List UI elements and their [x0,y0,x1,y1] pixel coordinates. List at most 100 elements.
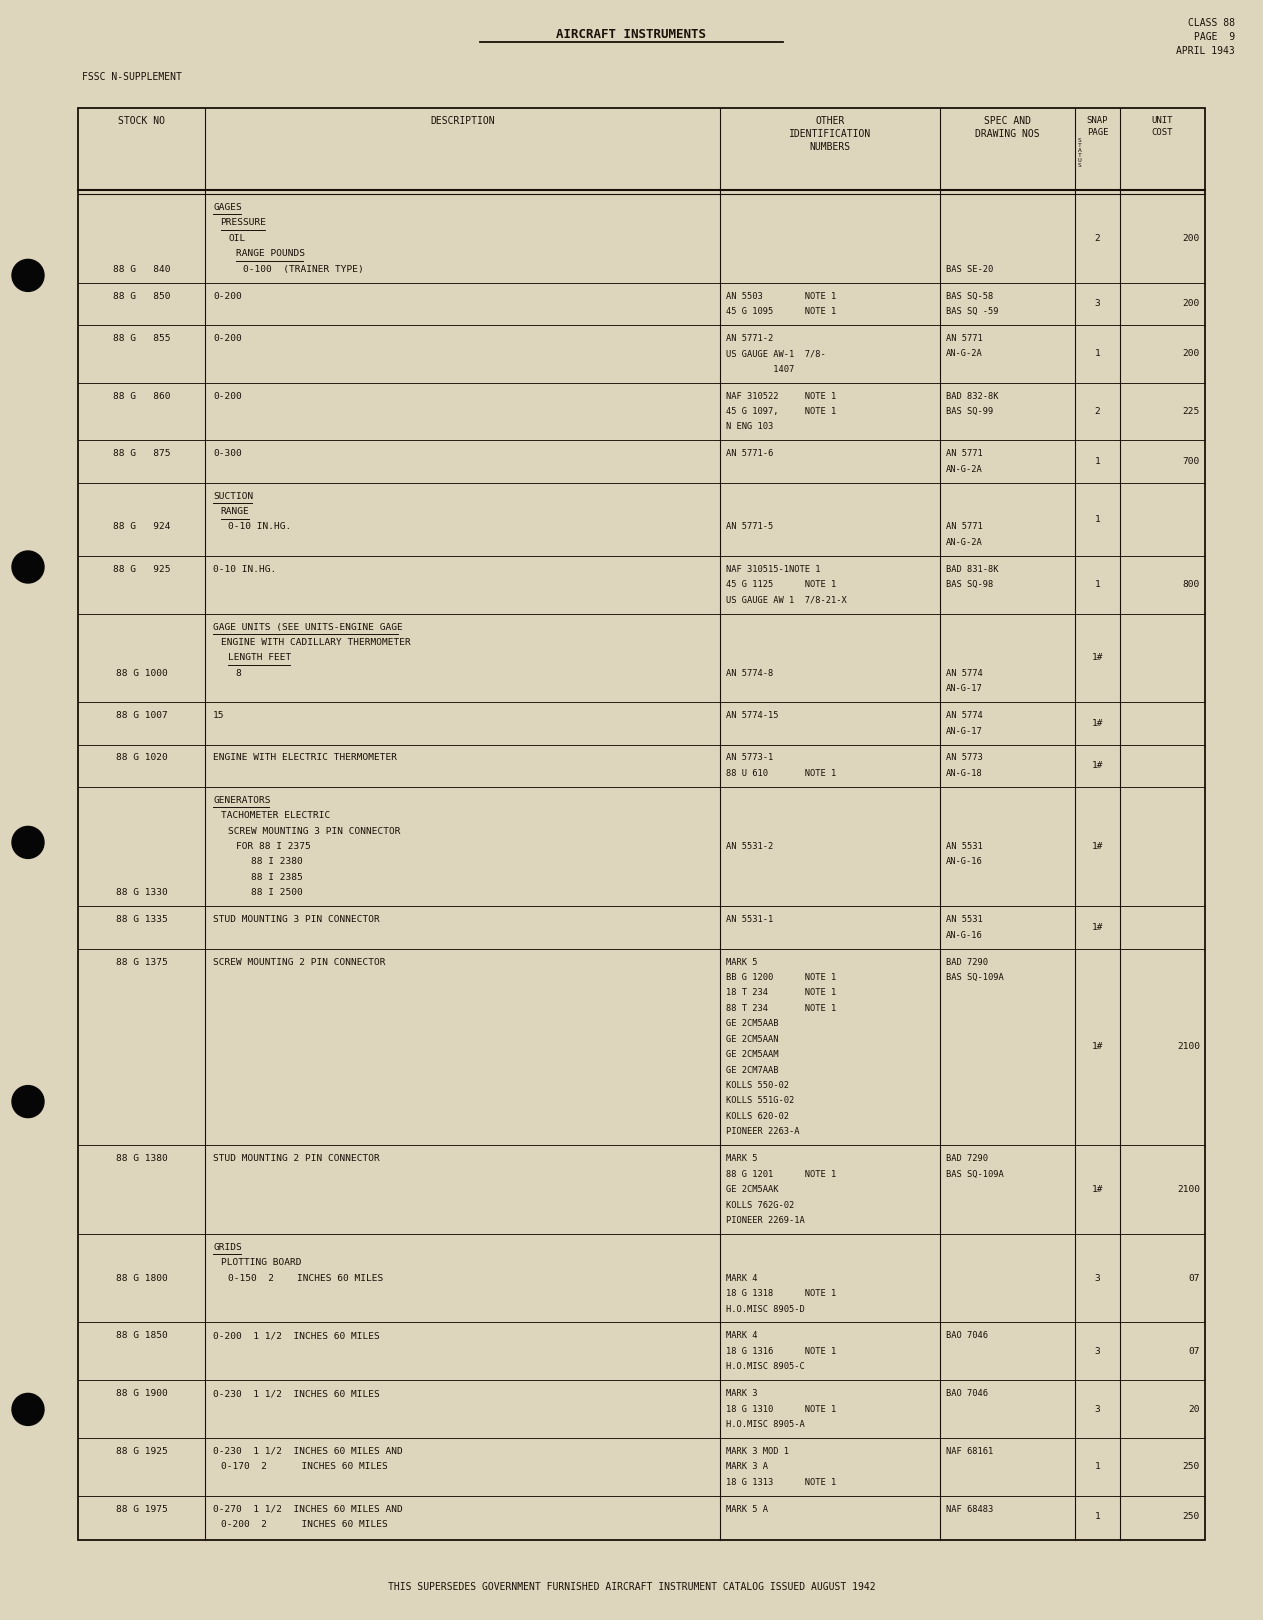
Text: GAGE UNITS (SEE UNITS-ENGINE GAGE: GAGE UNITS (SEE UNITS-ENGINE GAGE [213,622,403,632]
Text: AN-G-18: AN-G-18 [946,770,983,778]
Text: BAD 7290: BAD 7290 [946,957,988,967]
Text: 1: 1 [1095,1463,1100,1471]
Text: 2: 2 [1095,407,1100,416]
Text: STOCK NO: STOCK NO [117,117,165,126]
Text: MARK 4: MARK 4 [726,1332,758,1340]
Text: OIL: OIL [229,233,245,243]
Text: PLOTTING BOARD: PLOTTING BOARD [221,1259,301,1267]
Text: 88 G   860: 88 G 860 [112,392,171,400]
Text: MARK 3 MOD 1: MARK 3 MOD 1 [726,1447,789,1456]
Text: 07: 07 [1188,1346,1200,1356]
Text: 1#: 1# [1091,761,1104,770]
Text: 1#: 1# [1091,923,1104,932]
Text: 15: 15 [213,711,225,721]
Text: 20: 20 [1188,1405,1200,1414]
Text: GE 2CM5AAN: GE 2CM5AAN [726,1035,778,1043]
Text: AN 5771: AN 5771 [946,523,983,531]
Text: 200: 200 [1182,300,1200,308]
Text: 0-100  (TRAINER TYPE): 0-100 (TRAINER TYPE) [244,264,364,274]
Text: 0-10 IN.HG.: 0-10 IN.HG. [213,565,277,573]
Text: AN-G-2A: AN-G-2A [946,538,983,548]
Text: BAS SQ-99: BAS SQ-99 [946,407,993,416]
Text: CLASS 88
PAGE  9
APRIL 1943: CLASS 88 PAGE 9 APRIL 1943 [1176,18,1235,57]
Text: MARK 3 A: MARK 3 A [726,1463,768,1471]
Text: BAS SE-20: BAS SE-20 [946,264,993,274]
Text: 88 G   924: 88 G 924 [112,523,171,531]
Text: AN 5771-2: AN 5771-2 [726,334,773,343]
Text: 88 G 1020: 88 G 1020 [116,753,168,763]
Text: AN 5531-2: AN 5531-2 [726,842,773,850]
Text: 88 G   925: 88 G 925 [112,565,171,573]
Text: 88 G 1000: 88 G 1000 [116,669,168,677]
Text: 88 G   850: 88 G 850 [112,292,171,301]
Text: 45 G 1125      NOTE 1: 45 G 1125 NOTE 1 [726,580,836,590]
Text: BAD 832-8K: BAD 832-8K [946,392,999,400]
Text: 0-300: 0-300 [213,449,241,458]
Text: MARK 4: MARK 4 [726,1273,758,1283]
Text: RANGE POUNDS: RANGE POUNDS [236,249,304,258]
Text: GE 2CM5AAB: GE 2CM5AAB [726,1019,778,1029]
Text: 88 G 1335: 88 G 1335 [116,915,168,925]
Circle shape [13,1085,44,1118]
Circle shape [13,1393,44,1426]
Text: DESCRIPTION: DESCRIPTION [431,117,495,126]
Text: TACHOMETER ELECTRIC: TACHOMETER ELECTRIC [221,812,330,820]
Text: 1#: 1# [1091,1186,1104,1194]
Text: AN 5773: AN 5773 [946,753,983,763]
Text: 250: 250 [1182,1463,1200,1471]
Text: MARK 5: MARK 5 [726,957,758,967]
Text: H.O.MISC 8905-C: H.O.MISC 8905-C [726,1362,805,1371]
Text: 200: 200 [1182,350,1200,358]
Text: SCREW MOUNTING 3 PIN CONNECTOR: SCREW MOUNTING 3 PIN CONNECTOR [229,826,400,836]
Text: 18 T 234       NOTE 1: 18 T 234 NOTE 1 [726,988,836,998]
Bar [78,109,1205,1541]
Text: 200: 200 [1182,233,1200,243]
Text: PIONEER 2269-1A: PIONEER 2269-1A [726,1217,805,1225]
Text: 88 I 2385: 88 I 2385 [251,873,303,881]
Text: 0-200  1 1/2  INCHES 60 MILES: 0-200 1 1/2 INCHES 60 MILES [213,1332,380,1340]
Circle shape [13,259,44,292]
Text: ENGINE WITH ELECTRIC THERMOMETER: ENGINE WITH ELECTRIC THERMOMETER [213,753,397,763]
Text: GE 2CM7AAB: GE 2CM7AAB [726,1066,778,1074]
Text: MARK 5: MARK 5 [726,1153,758,1163]
Circle shape [13,551,44,583]
Text: 88 G   840: 88 G 840 [112,264,171,274]
Text: GAGES: GAGES [213,202,241,212]
Text: AN 5771: AN 5771 [946,334,983,343]
Text: 88 I 2380: 88 I 2380 [251,857,303,867]
Text: KOLLS 762G-02: KOLLS 762G-02 [726,1200,794,1210]
Text: 45 G 1097,     NOTE 1: 45 G 1097, NOTE 1 [726,407,836,416]
Text: 88 G 1900: 88 G 1900 [116,1390,168,1398]
Text: 88 G 1380: 88 G 1380 [116,1153,168,1163]
Text: ENGINE WITH CADILLARY THERMOMETER: ENGINE WITH CADILLARY THERMOMETER [221,638,410,646]
Text: 0-170  2      INCHES 60 MILES: 0-170 2 INCHES 60 MILES [221,1463,388,1471]
Text: 700: 700 [1182,457,1200,467]
Text: BAS SQ-109A: BAS SQ-109A [946,1170,1004,1179]
Text: AN-G-16: AN-G-16 [946,930,983,940]
Text: 2100: 2100 [1177,1042,1200,1051]
Text: 88 T 234       NOTE 1: 88 T 234 NOTE 1 [726,1004,836,1012]
Text: 225: 225 [1182,407,1200,416]
Text: BAS SQ-58: BAS SQ-58 [946,292,993,301]
Text: GRIDS: GRIDS [213,1243,241,1252]
Text: PIONEER 2263-A: PIONEER 2263-A [726,1128,799,1136]
Text: 88 G 1375: 88 G 1375 [116,957,168,967]
Text: 07: 07 [1188,1273,1200,1283]
Text: BAS SQ -59: BAS SQ -59 [946,306,999,316]
Text: 1407: 1407 [726,364,794,374]
Text: UNIT
COST: UNIT COST [1152,117,1173,136]
Text: 0-230  1 1/2  INCHES 60 MILES AND: 0-230 1 1/2 INCHES 60 MILES AND [213,1447,403,1456]
Text: 0-270  1 1/2  INCHES 60 MILES AND: 0-270 1 1/2 INCHES 60 MILES AND [213,1505,403,1513]
Text: BAS SQ-109A: BAS SQ-109A [946,974,1004,982]
Text: AN 5771-6: AN 5771-6 [726,449,773,458]
Text: SUCTION: SUCTION [213,491,254,501]
Text: AN-G-17: AN-G-17 [946,684,983,693]
Text: 18 G 1316      NOTE 1: 18 G 1316 NOTE 1 [726,1346,836,1356]
Text: 0-200  2      INCHES 60 MILES: 0-200 2 INCHES 60 MILES [221,1520,388,1529]
Text: AN 5774-8: AN 5774-8 [726,669,773,677]
Text: STUD MOUNTING 2 PIN CONNECTOR: STUD MOUNTING 2 PIN CONNECTOR [213,1153,380,1163]
Text: SCREW MOUNTING 2 PIN CONNECTOR: SCREW MOUNTING 2 PIN CONNECTOR [213,957,385,967]
Text: 1: 1 [1095,580,1100,590]
Text: 88 U 610       NOTE 1: 88 U 610 NOTE 1 [726,770,836,778]
Text: RANGE: RANGE [221,507,249,517]
